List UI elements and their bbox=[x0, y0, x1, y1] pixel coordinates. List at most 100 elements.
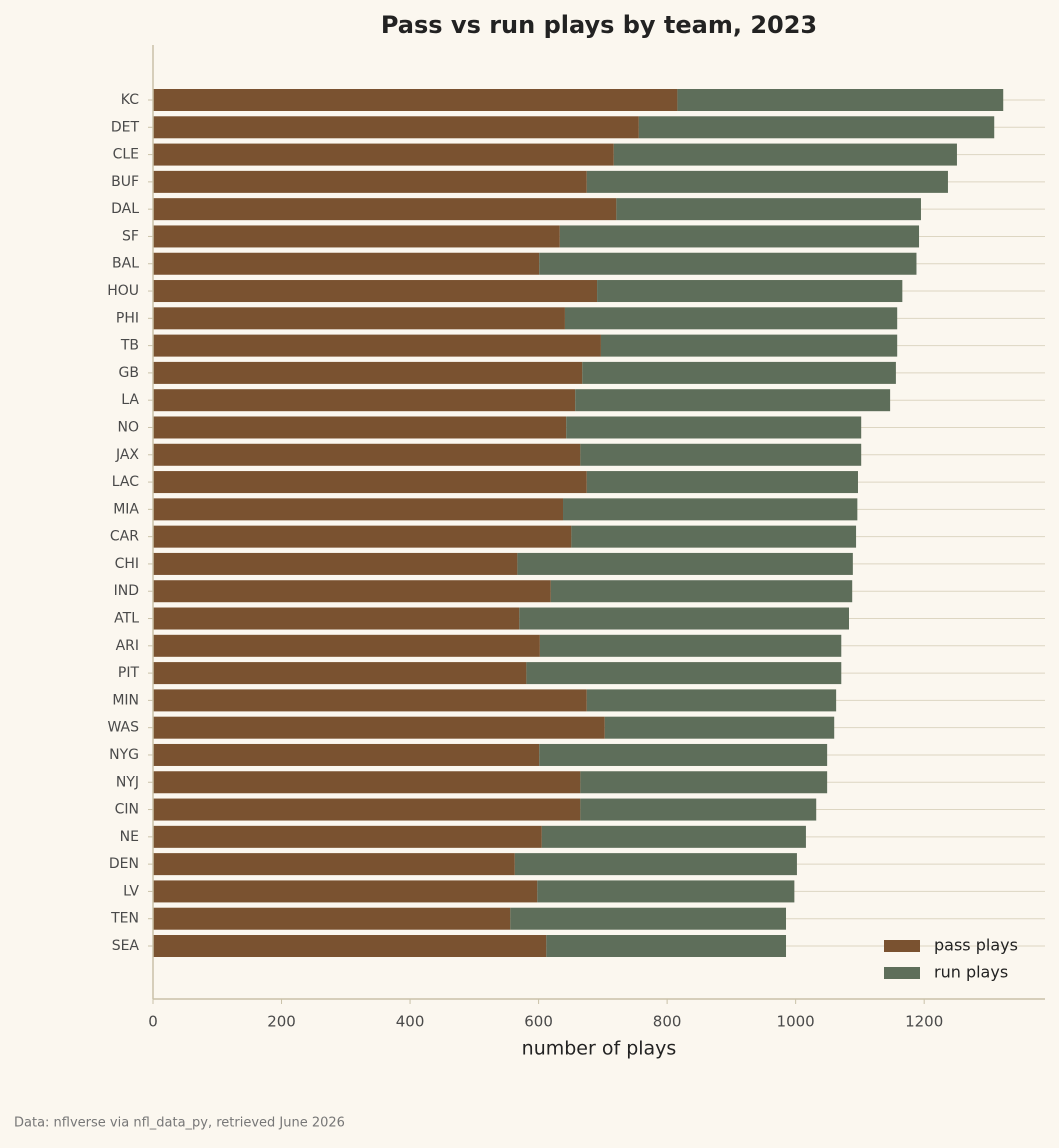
bar bbox=[153, 498, 564, 521]
y-tick-label: TB bbox=[120, 338, 139, 354]
y-tick-label: MIA bbox=[113, 501, 139, 517]
bar bbox=[153, 170, 587, 193]
legend-swatch bbox=[884, 940, 920, 952]
bar bbox=[153, 116, 639, 139]
legend-swatch bbox=[884, 967, 920, 979]
bar bbox=[613, 143, 957, 166]
y-tick-label: CHI bbox=[115, 556, 139, 572]
bar bbox=[638, 116, 995, 139]
bar bbox=[153, 443, 581, 466]
y-tick-label: TEN bbox=[110, 911, 139, 927]
bar bbox=[153, 143, 614, 166]
bar bbox=[153, 334, 601, 357]
bar bbox=[153, 798, 581, 821]
bar bbox=[153, 853, 515, 876]
legend-label: run plays bbox=[934, 963, 1008, 982]
y-tick-label: SEA bbox=[112, 938, 140, 954]
y-tick-label: CIN bbox=[115, 802, 139, 818]
bar bbox=[153, 198, 617, 221]
y-tick-label: NYG bbox=[109, 747, 139, 763]
y-tick-label: GB bbox=[119, 365, 139, 381]
y-tick-label: DEN bbox=[109, 856, 139, 872]
bar bbox=[153, 280, 598, 303]
bar bbox=[537, 880, 795, 903]
y-tick-label: KC bbox=[121, 92, 139, 108]
y-tick-label: PIT bbox=[118, 665, 140, 681]
x-tick-label: 800 bbox=[653, 1013, 682, 1031]
y-tick-label: ATL bbox=[114, 611, 139, 627]
bar bbox=[153, 634, 540, 657]
y-tick-label: PHI bbox=[116, 310, 139, 326]
bar bbox=[586, 471, 858, 494]
bar bbox=[566, 416, 862, 439]
bar bbox=[153, 89, 678, 111]
y-tick-label: NO bbox=[118, 419, 140, 435]
bar bbox=[539, 252, 917, 275]
y-tick-label: JAX bbox=[115, 447, 139, 463]
x-tick-label: 0 bbox=[148, 1013, 158, 1031]
x-tick-label: 600 bbox=[524, 1013, 553, 1031]
bar bbox=[153, 307, 565, 330]
bar bbox=[563, 498, 858, 521]
y-tick-label: LAC bbox=[112, 474, 139, 490]
bar bbox=[580, 771, 828, 794]
bar bbox=[517, 552, 853, 575]
bar bbox=[546, 935, 787, 957]
y-tick-label: NE bbox=[120, 829, 139, 845]
bar bbox=[580, 798, 817, 821]
bar bbox=[153, 525, 572, 548]
bar bbox=[153, 607, 520, 630]
y-tick-label: BAL bbox=[112, 256, 139, 272]
bar bbox=[526, 662, 842, 685]
y-tick-label: SF bbox=[122, 228, 139, 244]
bar bbox=[597, 280, 903, 303]
bar bbox=[575, 389, 891, 412]
chart-title: Pass vs run plays by team, 2023 bbox=[381, 11, 817, 39]
bar bbox=[153, 471, 587, 494]
bar bbox=[539, 743, 828, 766]
bar bbox=[153, 907, 511, 930]
bar bbox=[541, 825, 806, 848]
y-tick-label: IND bbox=[114, 583, 139, 599]
y-tick-label: LV bbox=[123, 883, 139, 899]
bar bbox=[582, 361, 896, 384]
x-tick-label: 200 bbox=[267, 1013, 296, 1031]
x-axis-label: number of plays bbox=[522, 1038, 677, 1060]
bar bbox=[559, 225, 920, 248]
bar bbox=[616, 198, 921, 221]
bar bbox=[571, 525, 857, 548]
bar bbox=[153, 416, 567, 439]
bar bbox=[153, 689, 587, 712]
bar bbox=[153, 935, 547, 957]
y-tick-label: LA bbox=[121, 392, 139, 408]
y-tick-label: NYJ bbox=[116, 774, 139, 790]
bar bbox=[153, 225, 560, 248]
y-tick-label: DAL bbox=[111, 201, 139, 217]
x-tick-label: 400 bbox=[396, 1013, 425, 1031]
y-tick-label: MIN bbox=[112, 692, 139, 708]
y-tick-label: CLE bbox=[113, 147, 139, 163]
bar bbox=[586, 170, 948, 193]
y-tick-label: HOU bbox=[107, 283, 139, 299]
bar bbox=[153, 825, 542, 848]
bar bbox=[564, 307, 898, 330]
bar bbox=[604, 716, 835, 739]
bar bbox=[153, 389, 576, 412]
bar bbox=[514, 853, 797, 876]
bar bbox=[153, 716, 605, 739]
bar bbox=[153, 662, 527, 685]
legend-label: pass plays bbox=[934, 936, 1018, 955]
bar bbox=[153, 252, 540, 275]
bar bbox=[153, 771, 581, 794]
x-tick-label: 1000 bbox=[777, 1013, 815, 1031]
y-tick-label: CAR bbox=[110, 529, 139, 545]
bar bbox=[153, 552, 518, 575]
bar bbox=[153, 580, 551, 603]
y-tick-label: DET bbox=[111, 119, 140, 135]
bar bbox=[550, 580, 853, 603]
source-note: Data: nflverse via nfl_data_py, retrieve… bbox=[14, 1116, 345, 1131]
bar bbox=[600, 334, 898, 357]
bar bbox=[153, 743, 540, 766]
